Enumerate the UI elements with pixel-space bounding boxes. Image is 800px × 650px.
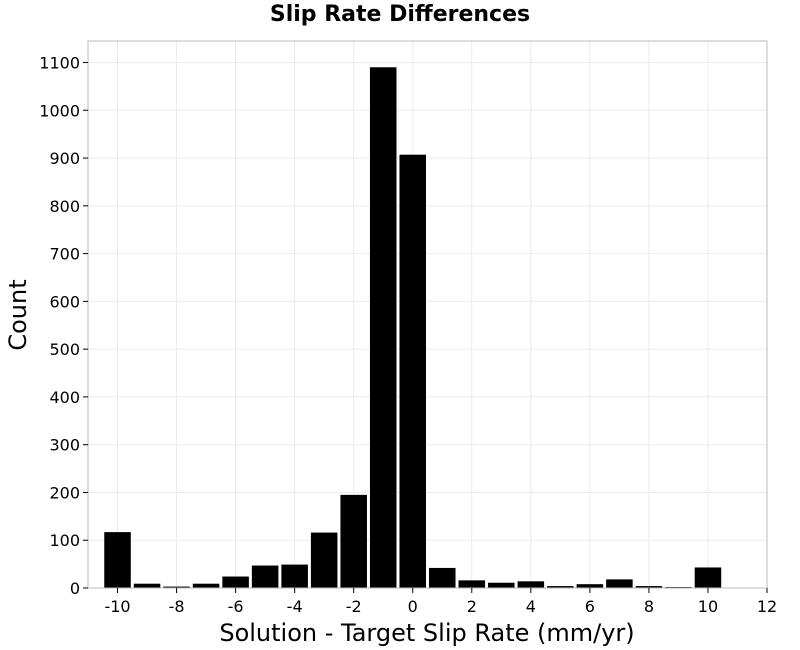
x-tick-label: -2 xyxy=(346,597,362,616)
histogram-bar xyxy=(133,583,161,588)
histogram-bar xyxy=(340,494,367,588)
x-axis-ticks: -10 -8 -6 -4 -2 0 2 4 6 8 10 12 xyxy=(104,588,777,616)
y-axis-label: Count xyxy=(4,279,32,350)
histogram-bar xyxy=(104,532,131,588)
histogram-bar xyxy=(488,582,515,588)
histogram-bar xyxy=(163,586,190,588)
histogram-bar xyxy=(606,579,633,588)
x-tick-label: -8 xyxy=(169,597,185,616)
y-tick-label: 1100 xyxy=(39,53,80,72)
histogram-bar xyxy=(517,581,545,588)
x-tick-label: 10 xyxy=(698,597,718,616)
y-tick-label: 300 xyxy=(49,436,80,455)
x-tick-label: 12 xyxy=(757,597,777,616)
bars xyxy=(104,67,722,589)
histogram-bar xyxy=(576,584,604,588)
y-axis-ticks: 0 100 200 300 400 500 600 700 800 900 1000 1100 xyxy=(39,53,88,598)
y-tick-label: 1000 xyxy=(39,101,80,120)
y-tick-label: 0 xyxy=(70,579,80,598)
plot-frame xyxy=(87,40,768,589)
x-tick-label: 0 xyxy=(408,597,418,616)
y-tick-label: 800 xyxy=(49,197,80,216)
x-tick-label: 4 xyxy=(526,597,536,616)
x-tick-label: 2 xyxy=(467,597,477,616)
y-tick-label: 600 xyxy=(49,292,80,311)
y-tick-label: 500 xyxy=(49,340,80,359)
x-tick-label: -4 xyxy=(287,597,303,616)
histogram-bar xyxy=(251,565,279,588)
x-tick-label: 8 xyxy=(644,597,654,616)
histogram-bar xyxy=(310,532,338,588)
y-tick-label: 400 xyxy=(49,388,80,407)
y-tick-label: 900 xyxy=(49,149,80,168)
chart-title: Slip Rate Differences xyxy=(269,2,531,27)
y-tick-label: 200 xyxy=(49,483,80,502)
histogram-bar xyxy=(458,580,486,588)
histogram-bar xyxy=(369,67,397,589)
x-axis-label: Solution - Target Slip Rate (mm/yr) xyxy=(219,619,634,647)
histogram-bar xyxy=(281,564,308,588)
histogram-bar xyxy=(547,586,574,588)
histogram-bar xyxy=(694,567,722,588)
x-tick-label: 6 xyxy=(585,597,595,616)
grid-lines xyxy=(88,41,768,589)
y-tick-label: 700 xyxy=(49,245,80,264)
x-tick-label: -10 xyxy=(104,597,130,616)
histogram-bar xyxy=(399,154,426,588)
histogram-bar xyxy=(429,567,456,588)
histogram-bar xyxy=(192,583,220,588)
x-tick-label: -6 xyxy=(228,597,244,616)
y-tick-label: 100 xyxy=(49,531,80,550)
histogram-bar xyxy=(635,586,663,588)
histogram-bar xyxy=(222,576,249,588)
